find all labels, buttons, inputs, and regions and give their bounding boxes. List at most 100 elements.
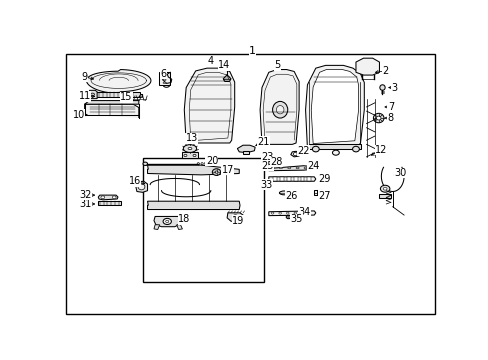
Ellipse shape	[379, 85, 385, 90]
Ellipse shape	[142, 162, 147, 166]
Text: 26: 26	[285, 191, 297, 201]
Polygon shape	[135, 181, 147, 192]
Text: 16: 16	[129, 176, 141, 186]
Ellipse shape	[165, 220, 168, 222]
Text: 29: 29	[318, 174, 330, 184]
Polygon shape	[154, 225, 159, 229]
Bar	[98, 201, 121, 204]
Ellipse shape	[138, 184, 144, 190]
Polygon shape	[182, 152, 197, 158]
Ellipse shape	[183, 154, 186, 157]
Text: 13: 13	[185, 133, 198, 143]
Ellipse shape	[383, 187, 386, 190]
Polygon shape	[237, 145, 255, 153]
Bar	[142, 158, 264, 282]
Polygon shape	[290, 151, 299, 157]
Ellipse shape	[270, 167, 274, 169]
Text: 2: 2	[381, 66, 387, 76]
Polygon shape	[355, 58, 379, 75]
Text: 17: 17	[221, 165, 234, 175]
Polygon shape	[223, 79, 230, 81]
Polygon shape	[147, 201, 240, 210]
Ellipse shape	[293, 212, 296, 214]
Ellipse shape	[90, 93, 94, 96]
Ellipse shape	[293, 152, 297, 156]
Text: 11: 11	[79, 91, 91, 102]
Ellipse shape	[312, 146, 319, 152]
Polygon shape	[86, 69, 151, 93]
Polygon shape	[305, 66, 364, 149]
Ellipse shape	[101, 196, 104, 199]
Bar	[159, 72, 170, 85]
Bar	[293, 177, 297, 181]
Text: 15: 15	[120, 92, 132, 102]
Ellipse shape	[332, 150, 339, 155]
Bar	[262, 180, 268, 188]
Ellipse shape	[380, 185, 389, 192]
Text: 27: 27	[318, 191, 330, 201]
Text: 21: 21	[257, 136, 269, 147]
Ellipse shape	[188, 148, 191, 150]
Bar	[314, 190, 323, 195]
Polygon shape	[268, 211, 315, 216]
Ellipse shape	[232, 215, 238, 220]
Polygon shape	[260, 69, 299, 144]
Polygon shape	[379, 194, 390, 198]
Text: 18: 18	[178, 214, 190, 224]
Text: 34: 34	[298, 207, 310, 217]
Bar	[243, 151, 248, 154]
Ellipse shape	[193, 154, 196, 157]
Ellipse shape	[271, 162, 273, 165]
Text: 19: 19	[232, 216, 244, 226]
Ellipse shape	[271, 212, 273, 214]
Text: 24: 24	[306, 161, 319, 171]
Polygon shape	[89, 90, 97, 99]
Ellipse shape	[276, 105, 284, 114]
Ellipse shape	[296, 167, 299, 169]
Polygon shape	[147, 165, 239, 175]
Polygon shape	[268, 177, 315, 181]
Ellipse shape	[279, 167, 282, 169]
Ellipse shape	[183, 145, 196, 152]
Polygon shape	[139, 94, 142, 97]
Ellipse shape	[373, 113, 383, 123]
Polygon shape	[268, 166, 311, 171]
Text: 25: 25	[261, 161, 273, 171]
Bar	[300, 177, 304, 181]
Bar	[264, 159, 271, 163]
Ellipse shape	[279, 191, 289, 195]
Polygon shape	[84, 104, 139, 118]
Bar	[270, 161, 274, 166]
Ellipse shape	[212, 169, 220, 175]
Polygon shape	[176, 225, 182, 229]
Ellipse shape	[286, 212, 288, 214]
Ellipse shape	[112, 196, 116, 199]
Polygon shape	[226, 213, 244, 222]
Text: 28: 28	[270, 157, 282, 167]
Ellipse shape	[163, 76, 166, 77]
Ellipse shape	[287, 216, 289, 218]
Ellipse shape	[304, 167, 306, 169]
Ellipse shape	[163, 82, 166, 84]
Text: 35: 35	[289, 214, 302, 224]
Text: 6: 6	[160, 69, 166, 79]
Bar	[273, 177, 277, 181]
Bar	[307, 177, 311, 181]
Bar	[263, 167, 272, 170]
Text: 9: 9	[81, 72, 87, 82]
Ellipse shape	[215, 171, 218, 173]
Text: 1: 1	[248, 46, 256, 56]
Bar	[280, 177, 284, 181]
Ellipse shape	[278, 212, 281, 214]
Text: 12: 12	[374, 145, 387, 155]
Text: 32: 32	[80, 190, 92, 200]
Text: 23: 23	[261, 152, 273, 162]
Ellipse shape	[287, 167, 290, 169]
Text: 31: 31	[80, 199, 92, 209]
Text: 3: 3	[391, 82, 397, 93]
Polygon shape	[98, 195, 118, 200]
Ellipse shape	[163, 79, 166, 81]
Ellipse shape	[352, 146, 359, 152]
Text: 8: 8	[387, 113, 393, 123]
Text: 22: 22	[297, 146, 309, 156]
